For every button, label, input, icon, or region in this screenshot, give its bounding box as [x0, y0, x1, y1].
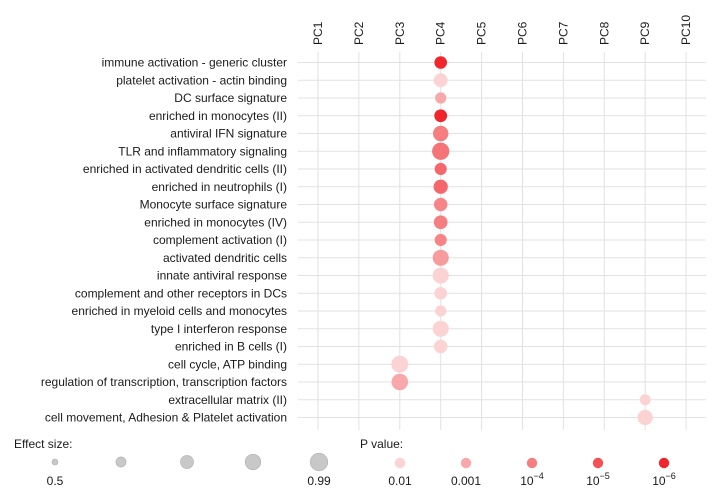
row-label: enriched in neutrophils (I): [152, 180, 287, 194]
data-point: [432, 142, 450, 160]
row-label: immune activation - generic cluster: [102, 56, 287, 70]
row-label: DC surface signature: [174, 91, 287, 105]
data-point: [435, 92, 447, 104]
data-point: [434, 109, 448, 123]
effect-size-legend-circle: [180, 455, 194, 469]
data-point: [637, 409, 653, 426]
column-label: PC8: [597, 21, 611, 45]
p-value-legend-circle: [394, 457, 406, 469]
column-label: PC6: [516, 21, 530, 45]
p-value-legend-circle: [460, 457, 472, 469]
row-label: Monocyte surface signature: [140, 198, 288, 212]
data-point: [434, 162, 447, 176]
effect-size-legend-circle: [115, 456, 127, 468]
row-label: complement activation (I): [153, 233, 287, 247]
legend: Effect size: P value: 0.5 0.99 0.01 0.001 10…: [14, 437, 676, 488]
data-point: [433, 73, 448, 88]
data-point: [435, 305, 447, 317]
row-label: type I interferon response: [151, 322, 287, 336]
data-point: [433, 197, 448, 212]
row-label: enriched in monocytes (II): [149, 109, 287, 123]
row-labels: immune activation - generic cluster plate…: [41, 56, 287, 425]
row-label: activated dendritic cells: [163, 251, 287, 265]
row-label: enriched in activated dendritic cells (I…: [83, 162, 287, 176]
effect-size-legend-circle: [309, 452, 329, 472]
effect-size-legend-circle: [244, 453, 262, 471]
column-label: PC10: [679, 15, 693, 45]
column-label: PC2: [352, 21, 366, 45]
p-value-legend-circle: [658, 457, 670, 469]
data-point: [391, 355, 409, 373]
data-point: [434, 233, 447, 247]
data-point: [433, 125, 449, 142]
p-value-legend-circle: [526, 457, 538, 469]
data-point: [432, 320, 449, 337]
data-point: [391, 373, 409, 391]
row-label: enriched in myeloid cells and monocytes: [72, 304, 287, 318]
p-value-legend-label: 0.001: [451, 474, 481, 488]
column-label: PC3: [393, 21, 407, 45]
p-value-legend-label: 10−4: [520, 471, 544, 488]
row-label: innate antiviral response: [157, 269, 287, 283]
column-label: PC1: [311, 21, 325, 45]
row-label: cell movement, Adhesion & Platelet activ…: [45, 411, 287, 425]
row-label: platelet activation - actin binding: [116, 73, 287, 87]
data-point: [434, 56, 448, 69]
p-value-legend-label: 0.01: [388, 474, 412, 488]
effect-size-legend-circle: [51, 458, 59, 466]
column-label: PC9: [638, 21, 652, 45]
p-value-legend-label: 10−5: [586, 471, 610, 488]
p-value-legend-circle: [592, 457, 604, 469]
data-points: [391, 56, 653, 426]
row-label: enriched in monocytes (IV): [144, 215, 287, 229]
grid: [298, 52, 706, 430]
data-point: [433, 179, 448, 194]
data-point: [433, 339, 448, 354]
p-value-legend-label: 10−6: [652, 471, 676, 488]
column-labels: PC1 PC2 PC3 PC4 PC5 PC6 PC7 PC8 PC9 PC10: [311, 15, 693, 45]
data-point: [432, 249, 449, 266]
effect-size-legend-label: 0.5: [47, 474, 64, 488]
data-point: [434, 286, 448, 300]
column-label: PC7: [556, 21, 570, 45]
data-point: [432, 267, 449, 284]
effect-size-legend-label: 0.99: [307, 474, 331, 488]
row-label: extracellular matrix (II): [168, 393, 287, 407]
row-label: TLR and inflammatory signaling: [118, 144, 287, 158]
p-value-legend-title: P value:: [360, 437, 403, 451]
row-label: cell cycle, ATP binding: [168, 357, 287, 371]
column-label: PC4: [434, 21, 448, 45]
row-label: antiviral IFN signature: [170, 127, 287, 141]
data-point: [639, 394, 651, 406]
row-label: regulation of transcription, transcripti…: [41, 375, 287, 389]
row-label: complement and other receptors in DCs: [75, 286, 287, 300]
data-point: [433, 215, 448, 230]
column-label: PC5: [475, 21, 489, 45]
effect-size-legend-title: Effect size:: [14, 437, 72, 451]
row-label: enriched in B cells (I): [175, 340, 287, 354]
